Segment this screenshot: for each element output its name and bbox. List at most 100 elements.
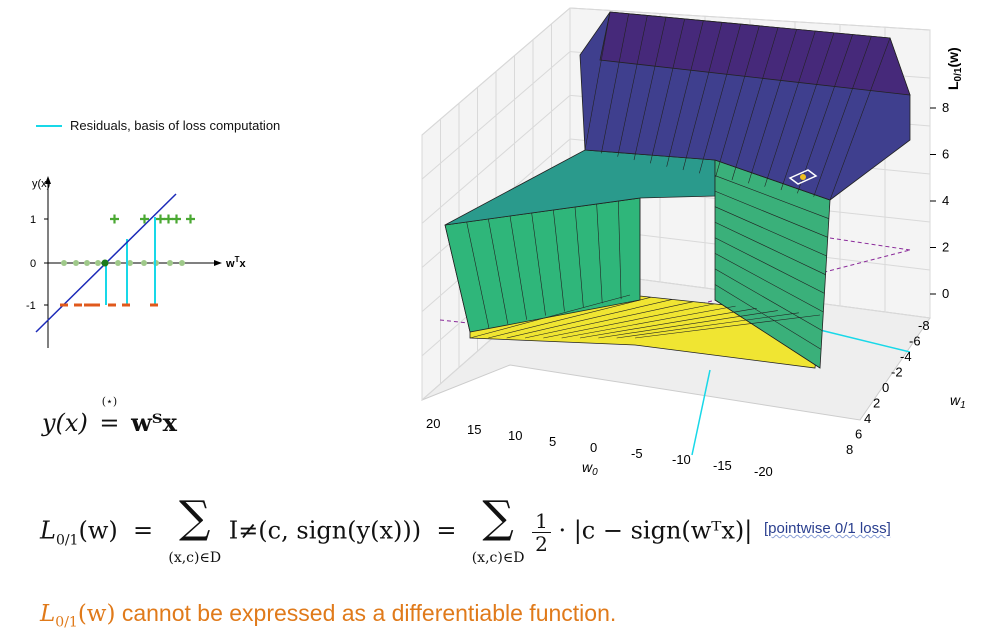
- mesh-line: [488, 296, 652, 339]
- w0-ticks: 20 15 10 5 0 -5 -10 -15 -20: [426, 416, 773, 479]
- grid-line: [569, 7, 931, 31]
- z-tick-label: 8: [942, 100, 949, 115]
- w0-axis-label: w0: [582, 459, 598, 478]
- mesh-line: [682, 22, 723, 171]
- mesh-line: [633, 17, 667, 161]
- pointwise-loss-label: [pointwise 0/1 loss]: [764, 520, 891, 537]
- point: [179, 260, 185, 266]
- mesh-line: [469, 294, 631, 339]
- point: [95, 260, 101, 266]
- mesh-line: [584, 11, 611, 151]
- w0-tick-label: 0: [590, 440, 597, 455]
- residual-plot: y(x) wTx 1 0 -1: [26, 176, 246, 348]
- surface-mesh: [444, 11, 891, 369]
- mesh-line: [598, 310, 778, 339]
- point: [73, 260, 79, 266]
- residual-lines: [105, 217, 156, 305]
- w0-tick-label: -5: [631, 446, 643, 461]
- w0-tick-label: -10: [672, 452, 691, 467]
- mesh-line: [714, 284, 822, 350]
- w0-tick-label: -20: [754, 464, 773, 479]
- w1-tick-label: -2: [891, 365, 903, 380]
- loss-argument: (w): [78, 516, 118, 545]
- mesh-line: [466, 221, 490, 328]
- mesh-line: [561, 305, 736, 339]
- plus-marker: [156, 214, 165, 224]
- w1-tick-label: -4: [900, 349, 912, 364]
- legend-label: Residuals, basis of loss computation: [70, 118, 281, 133]
- plus-marker: [140, 214, 149, 224]
- note-argument: (w): [77, 601, 116, 627]
- loss-subscript: 0/1: [55, 532, 79, 549]
- model-rhs: wᵀx: [131, 408, 177, 437]
- mesh-line: [829, 37, 891, 201]
- w1-tick-label: -6: [909, 334, 921, 349]
- mesh-line: [634, 314, 821, 339]
- mesh-line: [699, 24, 741, 174]
- defined-by-symbol: (⋆) =: [95, 395, 123, 437]
- sum-operator: ∑ (x,c)∈D: [471, 492, 525, 567]
- mesh-line: [666, 20, 704, 167]
- w1-tick-label: 2: [873, 396, 880, 411]
- w0-tick-label: 15: [467, 422, 481, 437]
- z-tick-label: 6: [942, 147, 949, 162]
- loss-equation: L0/1(w) = ∑ (x,c)∈D I≠(c, sign(y(x))) = ∑…: [40, 492, 753, 567]
- grid-line: [421, 51, 571, 180]
- plus-marker: [186, 214, 195, 224]
- point: [127, 260, 133, 266]
- note-text: cannot be expressed as a differentiable …: [121, 600, 617, 626]
- w1-axis-label: w1: [950, 392, 966, 411]
- surface-top-ridge: [599, 11, 911, 96]
- mesh-line: [714, 221, 826, 275]
- w1-tick-label: 0: [882, 380, 889, 395]
- mesh-line: [714, 175, 829, 219]
- sum-index: (x,c)∈D: [471, 550, 525, 566]
- mesh-line: [748, 29, 797, 184]
- star-mark: (⋆): [101, 395, 118, 408]
- point: [141, 260, 147, 266]
- mesh-line: [714, 190, 828, 238]
- fraction-numerator: 1: [535, 508, 548, 533]
- w0-tick-label: 10: [508, 428, 522, 443]
- z-axis-label: L0/1(w): [945, 47, 964, 90]
- y-axis-arrow: [45, 176, 51, 184]
- w0-tick-label: -15: [713, 458, 732, 473]
- minimum-marker-box: [788, 169, 818, 185]
- grid-line: [421, 7, 571, 136]
- mesh-line: [813, 36, 872, 197]
- mesh-line: [488, 218, 509, 324]
- point: [115, 260, 121, 266]
- mesh-line: [714, 253, 824, 313]
- note-symbol: L: [40, 601, 56, 627]
- x-axis-arrow: [214, 260, 222, 266]
- w1-tick-label: -8: [918, 318, 930, 333]
- z-tick-label: 0: [942, 286, 949, 301]
- zero-crossing-point: [101, 259, 109, 267]
- mesh-line: [553, 209, 565, 312]
- mesh-line: [714, 299, 821, 369]
- w0-tick-label: 5: [549, 434, 556, 449]
- note-subscript: 0/1: [55, 614, 78, 631]
- w1-tick-label: 4: [864, 411, 871, 426]
- mesh-line: [444, 224, 471, 333]
- mesh-line: [617, 15, 648, 157]
- mesh-line: [714, 159, 831, 201]
- plus-marker: [164, 214, 173, 224]
- w1-tick-label: 6: [855, 427, 862, 442]
- mesh-line: [731, 27, 779, 181]
- mesh-line: [601, 13, 629, 154]
- projected-points: [61, 260, 185, 266]
- y-tick-label: 1: [30, 214, 36, 226]
- cyan-projection-line: [819, 329, 911, 353]
- mesh-line: [714, 206, 827, 257]
- grid-line: [421, 94, 571, 224]
- x-axis-label: wTx: [225, 255, 246, 270]
- mesh-line: [574, 206, 584, 308]
- indicator-term: I≠(c, sign(y(x))): [228, 516, 422, 545]
- loss-symbol: L: [40, 516, 56, 545]
- mesh-line: [579, 308, 757, 339]
- minimum-marker: [800, 174, 806, 180]
- point: [167, 260, 173, 266]
